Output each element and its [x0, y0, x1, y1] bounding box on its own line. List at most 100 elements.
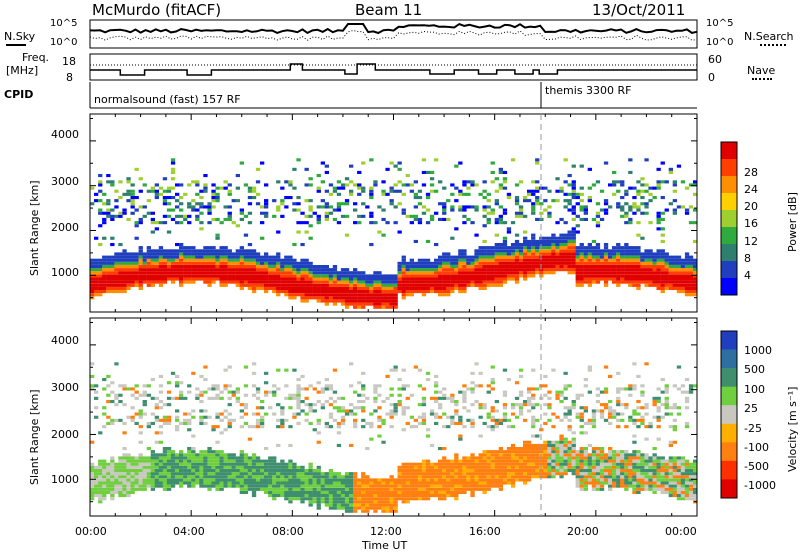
power-cell: [324, 277, 329, 281]
power-cell: [312, 265, 317, 269]
power-cell: [381, 302, 386, 306]
power-cell: [502, 177, 508, 181]
velocity-cell: [276, 465, 281, 469]
velocity-cell: [454, 462, 459, 466]
velocity-cell: [247, 425, 253, 429]
power-cell: [502, 271, 508, 275]
power-cell: [243, 249, 249, 253]
power-cell: [612, 170, 617, 174]
velocity-cell: [166, 415, 172, 419]
velocity-cell: [324, 497, 329, 501]
velocity-cell: [304, 469, 309, 473]
velocity-cell: [138, 481, 143, 485]
velocity-cell: [247, 462, 253, 466]
velocity-cell: [608, 374, 613, 378]
velocity-cell: [510, 472, 516, 476]
velocity-cell: [612, 481, 617, 485]
velocity-cell: [332, 400, 338, 404]
velocity-cell: [118, 459, 123, 463]
velocity-cell: [243, 384, 249, 388]
velocity-cell: [207, 487, 212, 491]
velocity-cell: [603, 472, 609, 476]
velocity-cell: [264, 459, 269, 463]
power-cell: [223, 271, 228, 275]
power-cell: [587, 283, 592, 287]
power-cell: [684, 208, 690, 212]
velocity-cell: [122, 453, 127, 457]
velocity-cell: [543, 450, 548, 454]
power-cell: [490, 277, 495, 281]
velocity-cell: [154, 406, 159, 410]
power-cell: [425, 239, 431, 243]
velocity-cell: [401, 387, 406, 391]
power-cell: [247, 265, 253, 269]
power-cell: [365, 286, 370, 290]
velocity-cell: [272, 481, 277, 485]
power-cell: [672, 271, 677, 275]
power-cell: [296, 208, 301, 212]
power-cell: [183, 252, 188, 256]
velocity-cell: [296, 469, 301, 473]
velocity-cell: [150, 453, 155, 457]
power-cell: [150, 189, 155, 193]
velocity-cell: [264, 447, 269, 451]
velocity-cell: [446, 469, 451, 473]
power-cell: [518, 271, 524, 275]
velocity-cell: [603, 478, 609, 482]
power-cell: [462, 205, 467, 209]
power-cell: [276, 277, 281, 281]
velocity-cell: [284, 481, 289, 485]
velocity-cell: [405, 490, 410, 494]
power-cell: [179, 261, 184, 265]
velocity-cell: [219, 481, 224, 485]
power-cell: [175, 221, 180, 225]
power-cell: [183, 261, 188, 265]
velocity-cell: [478, 462, 483, 466]
power-cell: [397, 268, 402, 272]
velocity-cbar-tick-1000: 1000: [744, 344, 772, 357]
power-cell: [219, 265, 224, 269]
velocity-cell: [442, 459, 447, 463]
power-cell: [292, 283, 297, 287]
velocity-cell: [268, 472, 273, 476]
velocity-cell: [296, 396, 301, 400]
power-cell: [583, 265, 588, 269]
velocity-cell: [494, 409, 499, 413]
velocity-cell: [276, 469, 281, 473]
power-cell: [284, 258, 289, 262]
power-cell: [344, 283, 350, 287]
velocity-cell: [126, 469, 131, 473]
velocity-cell: [535, 456, 540, 460]
power-cell: [134, 252, 139, 256]
velocity-cell: [620, 465, 625, 469]
power-cell: [316, 283, 321, 287]
velocity-cell: [227, 421, 232, 425]
power-cell: [672, 277, 677, 281]
power-cell: [211, 258, 216, 262]
power-cell: [660, 280, 665, 284]
velocity-cell: [110, 459, 115, 463]
velocity-cell: [502, 390, 508, 394]
velocity-cell: [559, 469, 564, 473]
velocity-cell: [328, 475, 334, 479]
power-cell: [296, 268, 301, 272]
velocity-cell: [401, 368, 406, 372]
power-cell: [680, 274, 686, 278]
velocity-cell: [154, 472, 159, 476]
velocity-cell: [514, 478, 520, 482]
power-cell: [369, 189, 374, 193]
power-cell: [118, 277, 123, 281]
power-cell: [223, 186, 228, 190]
power-cell: [563, 158, 568, 162]
velocity-cell: [247, 475, 253, 479]
velocity-cell: [110, 456, 115, 460]
power-cell: [94, 192, 99, 196]
velocity-cell: [187, 462, 192, 466]
velocity-cell: [211, 453, 216, 457]
power-cell: [502, 274, 508, 278]
power-cell: [288, 196, 293, 200]
power-cell: [349, 280, 354, 284]
velocity-cell: [567, 418, 572, 422]
velocity-cell: [179, 484, 184, 488]
power-cell: [676, 283, 682, 287]
